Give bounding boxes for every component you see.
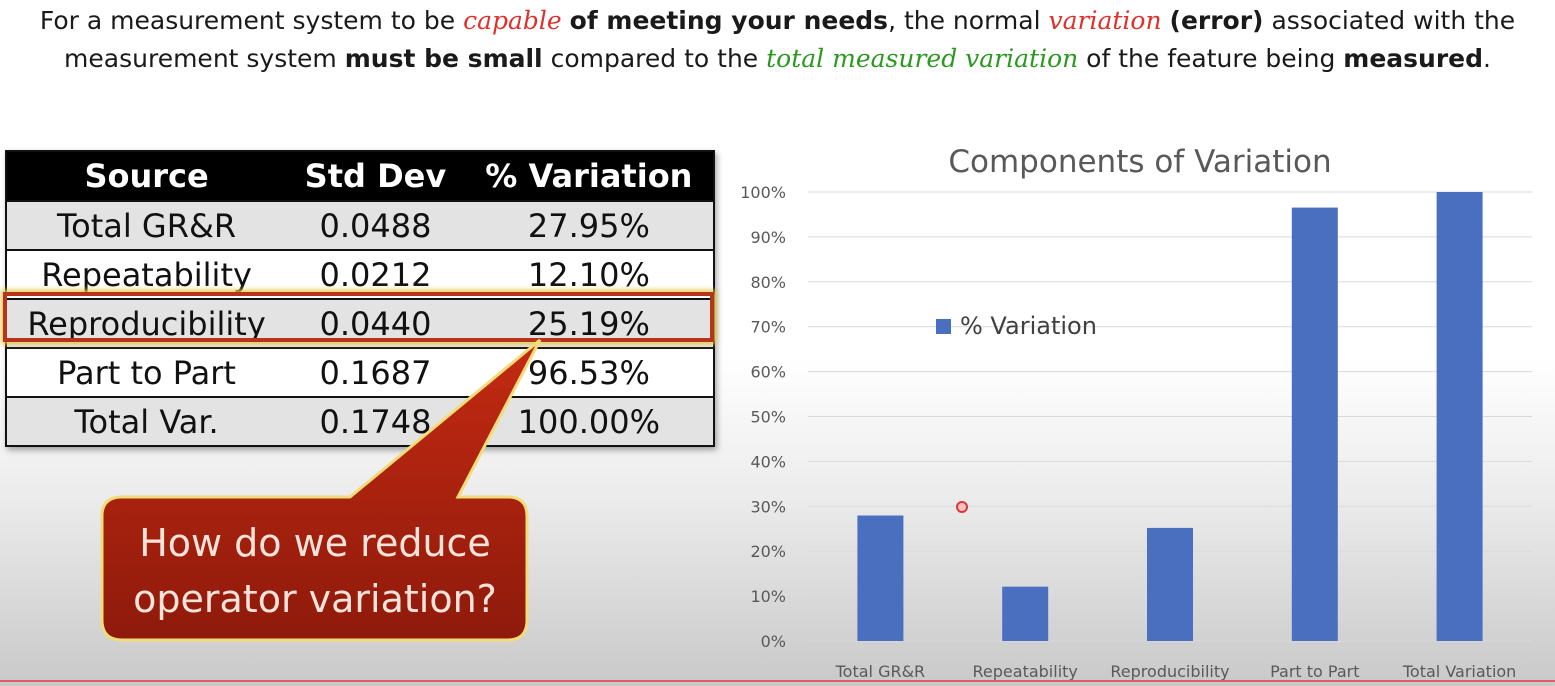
table-row: Total GR&R 0.0488 27.95% — [6, 200, 714, 250]
y-tick-label: 0% — [761, 632, 786, 651]
cursor-dot — [956, 501, 968, 513]
table-cell: 100.00% — [464, 396, 714, 446]
table-header: % Variation — [464, 151, 714, 201]
legend-swatch — [936, 319, 951, 334]
headline-text: of the feature being — [1078, 44, 1344, 73]
table-cell: Total Var. — [6, 396, 287, 446]
table-cell: Part to Part — [6, 347, 287, 397]
table-cell: Reproducibility — [6, 298, 287, 348]
headline-text: For a measurement system to be — [39, 6, 464, 35]
grr-table: Source Std Dev % Variation Total GR&R 0.… — [5, 150, 715, 447]
table-cell: 0.0488 — [286, 200, 465, 250]
table-cell: 0.0212 — [286, 249, 465, 299]
callout-line: How do we reduce — [139, 521, 491, 565]
x-tick-label: Part to Part — [1270, 662, 1359, 680]
headline-emphasis: variation — [1048, 6, 1162, 35]
headline-text: . — [1483, 44, 1491, 73]
headline-text: associated with the — [1263, 6, 1516, 35]
components-of-variation-chart: Components of Variation 0% 10% 20% 30% 40% 50… — [740, 144, 1532, 680]
bar — [1002, 586, 1049, 641]
headline-bold: measured — [1343, 44, 1483, 73]
headline-bold: must be small — [344, 44, 543, 73]
headline: For a measurement system to be capable o… — [0, 2, 1555, 78]
headline-text: measurement system — [64, 44, 345, 73]
headline-bold: (error) — [1169, 6, 1264, 35]
headline-text: , the normal — [888, 6, 1049, 35]
y-tick-label: 60% — [750, 363, 786, 382]
table-cell: Total GR&R — [6, 200, 287, 250]
y-tick-label: 50% — [750, 408, 786, 427]
table-cell: 0.1687 — [286, 347, 465, 397]
table-header-row: Source Std Dev % Variation — [6, 151, 714, 201]
y-tick-label: 20% — [750, 542, 786, 561]
y-tick-label: 40% — [750, 452, 786, 471]
y-tick-label: 90% — [750, 228, 786, 247]
bar — [1147, 527, 1193, 641]
headline-line-2: measurement system must be small compare… — [0, 40, 1555, 78]
bar — [1436, 192, 1483, 641]
bar — [857, 515, 904, 641]
chart-bars — [857, 192, 1483, 641]
callout-text: How do we reduce operator variation? — [100, 515, 530, 627]
y-axis-ticks: 0% 10% 20% 30% 40% 50% 60% 70% 80% 90% 100% — [740, 183, 786, 651]
y-tick-label: 80% — [750, 273, 786, 292]
y-tick-label: 100% — [740, 183, 786, 202]
headline-bold: of meeting your needs — [569, 6, 889, 35]
callout-shape — [100, 338, 542, 642]
x-tick-label: Repeatability — [973, 662, 1078, 680]
x-axis-labels: Total GR&R Repeatability Reproducibility Pa… — [835, 662, 1517, 680]
chart-legend: % Variation — [936, 312, 1097, 340]
table-header: Source — [6, 151, 287, 201]
bottom-rule — [0, 680, 1555, 682]
legend-label: % Variation — [960, 312, 1097, 340]
table-row: Repeatability 0.0212 12.10% — [6, 249, 714, 299]
x-tick-label: Reproducibility — [1110, 662, 1229, 680]
x-tick-label: Total Variation — [1402, 662, 1516, 680]
reproducibility-highlight-box — [3, 292, 714, 342]
callout-bubble — [100, 338, 542, 642]
y-tick-label: 10% — [750, 587, 786, 606]
y-tick-label: 70% — [750, 318, 786, 337]
x-tick-label: Total GR&R — [835, 662, 926, 680]
table-cell: 27.95% — [464, 200, 714, 250]
bar — [1291, 207, 1338, 641]
headline-emphasis: capable — [463, 6, 562, 35]
table-header: Std Dev — [286, 151, 465, 201]
table-cell: 12.10% — [464, 249, 714, 299]
table-cell: Repeatability — [6, 249, 287, 299]
headline-emphasis: total measured variation — [766, 44, 1079, 73]
headline-line-1: For a measurement system to be capable o… — [0, 2, 1555, 40]
chart-gridlines — [808, 191, 1532, 642]
callout-line: operator variation? — [133, 577, 497, 621]
chart-title: Components of Variation — [948, 144, 1331, 180]
headline-text: compared to the — [542, 44, 767, 73]
y-tick-label: 30% — [750, 497, 786, 516]
table-row: Total Var. 0.1748 100.00% — [6, 396, 714, 446]
